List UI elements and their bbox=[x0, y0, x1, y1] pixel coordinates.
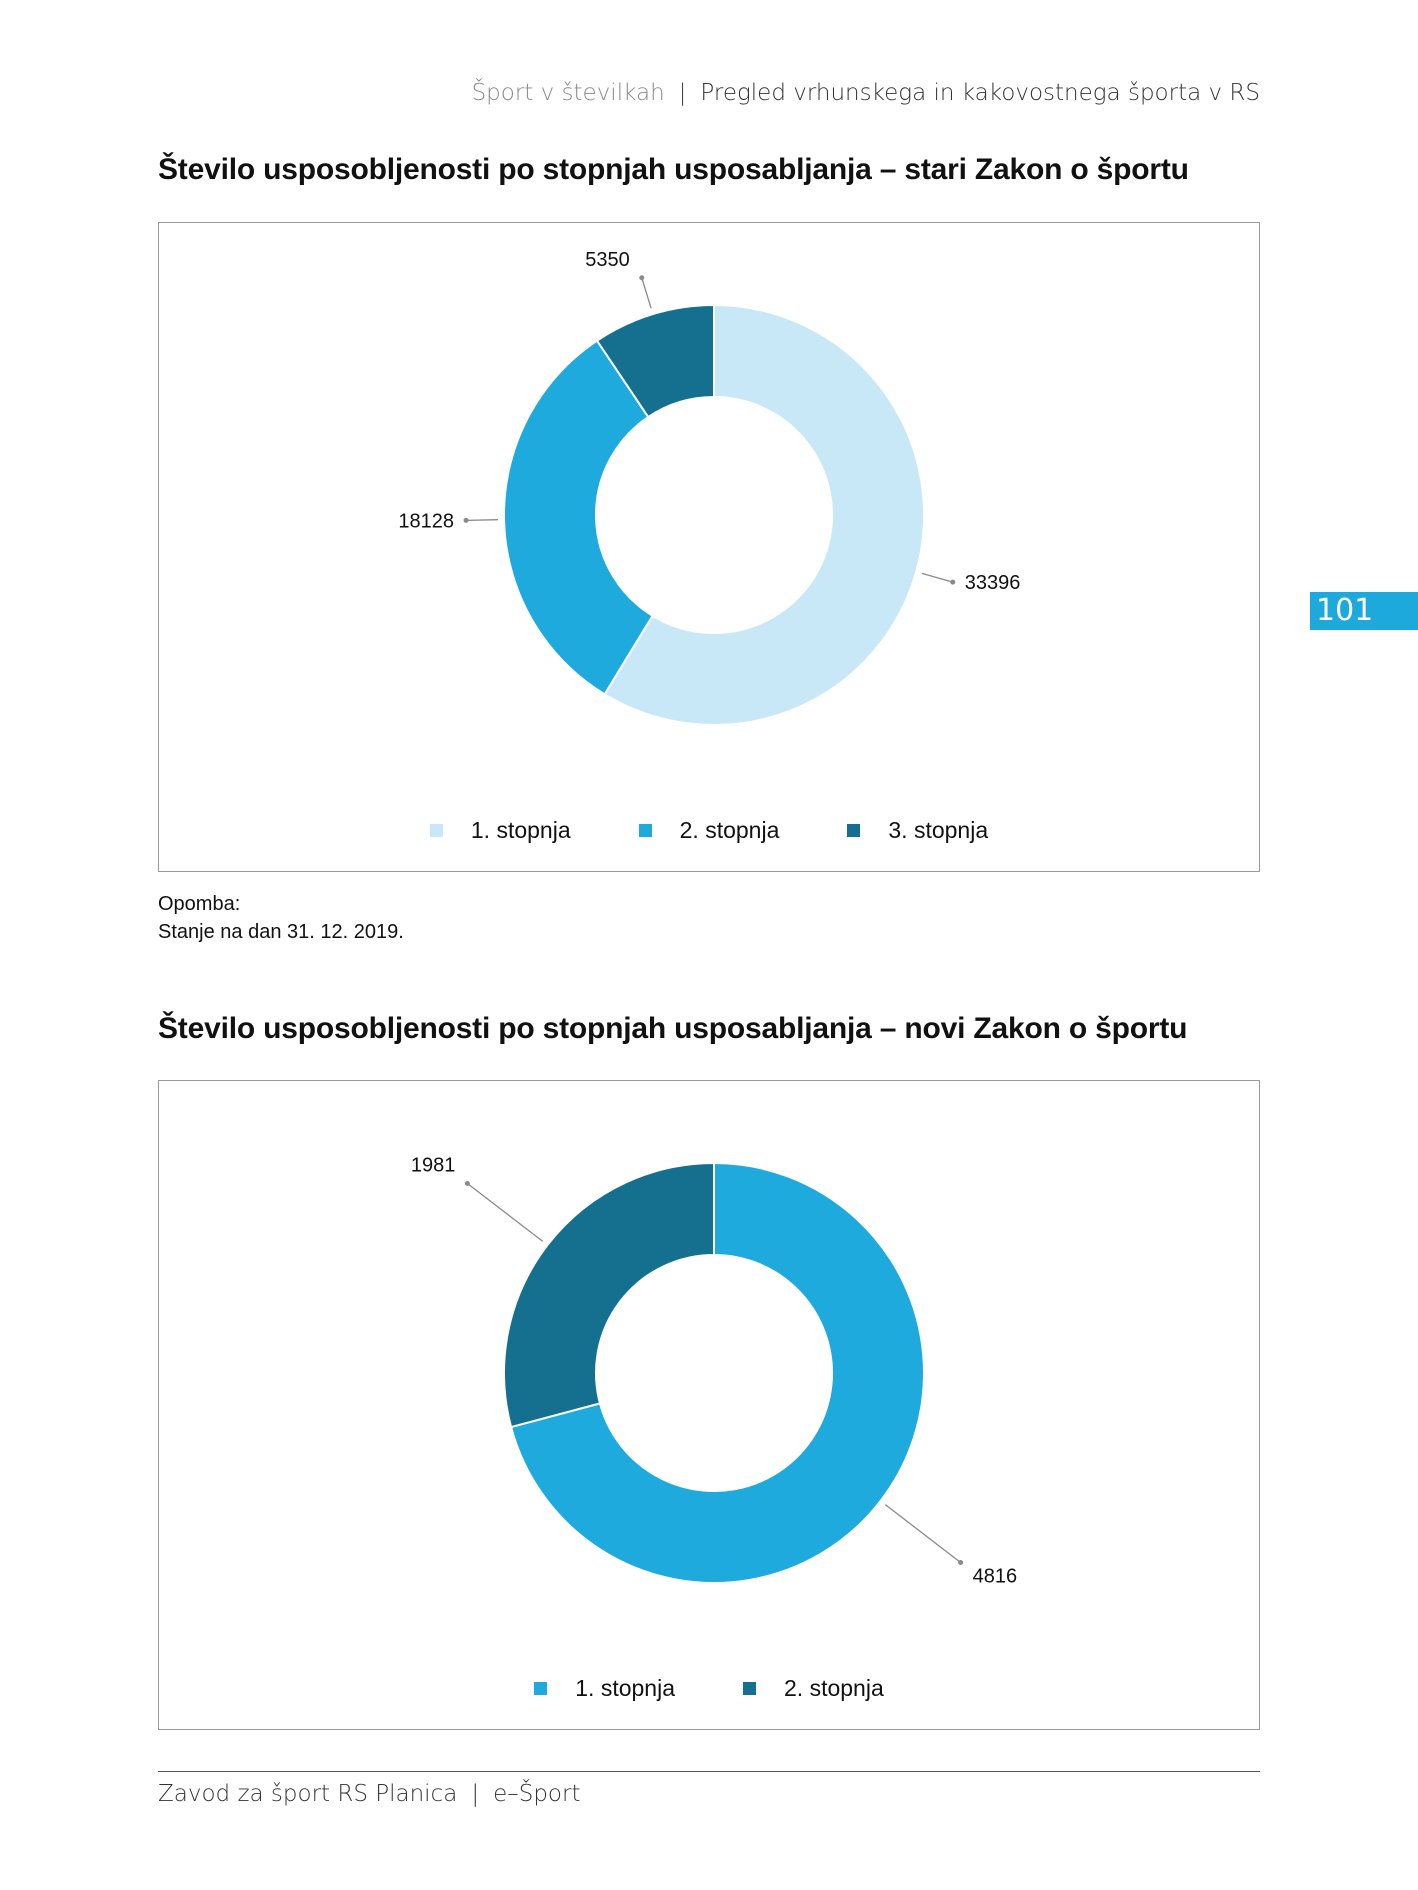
chart-1-value-label-3: 5350 bbox=[585, 249, 630, 271]
chart-1-leader-dot-2 bbox=[463, 517, 469, 523]
chart-1-leader-1 bbox=[921, 572, 953, 583]
legend-swatch bbox=[743, 1682, 756, 1695]
chart-1-leader-dot-3 bbox=[639, 275, 645, 281]
footer-divider bbox=[158, 1771, 1260, 1772]
chart-2-value-label-1: 4816 bbox=[973, 1565, 1018, 1587]
chart-1-legend-item-2: 2. stopnja bbox=[638, 817, 780, 844]
chart-1-legend: 1. stopnja 2. stopnja 3. stopnja bbox=[159, 817, 1259, 844]
legend-swatch bbox=[638, 824, 652, 837]
chart-1-value-label-2: 18128 bbox=[398, 510, 454, 532]
footer: Zavod za šport RS Planica | e–Šport bbox=[158, 1781, 580, 1807]
legend-label: 1. stopnja bbox=[575, 1675, 675, 1701]
legend-label: 2. stopnja bbox=[679, 817, 780, 843]
chart-1-svg: 33396 18128 5350 bbox=[398, 249, 1021, 726]
chart-1-leader-3 bbox=[641, 277, 652, 309]
chart-2-leader-dot-1 bbox=[958, 1559, 964, 1565]
chart-1-slice-1 bbox=[603, 303, 925, 726]
legend-swatch bbox=[534, 1682, 548, 1695]
chart-1-legend-item-1: 1. stopnja bbox=[429, 817, 571, 844]
chart-1-legend-item-3: 3. stopnja bbox=[847, 817, 988, 844]
note: Opomba: Stanje na dan 31. 12. 2019. bbox=[158, 890, 404, 946]
chart-1-title: Število usposobljenosti po stopnjah uspo… bbox=[158, 153, 1189, 186]
chart-2-title: Število usposobljenosti po stopnjah uspo… bbox=[158, 1012, 1188, 1045]
chart-2-value-label-2: 1981 bbox=[411, 1155, 456, 1177]
legend-swatch bbox=[847, 824, 861, 837]
chart-2-slice-1 bbox=[509, 1161, 925, 1584]
footer-separator: | bbox=[471, 1781, 480, 1807]
note-heading: Opomba: bbox=[158, 893, 241, 915]
chart-2-leader-dot-2 bbox=[464, 1181, 470, 1187]
header-separator: | bbox=[678, 80, 687, 106]
chart-2-legend-item-2: 2. stopnja bbox=[743, 1675, 884, 1702]
legend-label: 1. stopnja bbox=[470, 817, 571, 843]
chart-2-leader-1 bbox=[884, 1504, 962, 1564]
publication-name: Šport v številkah bbox=[471, 80, 665, 106]
legend-label: 3. stopnja bbox=[888, 817, 989, 843]
note-text: Stanje na dan 31. 12. 2019. bbox=[158, 921, 404, 943]
chart-2-slice-2 bbox=[503, 1161, 715, 1429]
chart-1-value-label-1: 33396 bbox=[965, 572, 1021, 594]
chart-1-slice-3 bbox=[595, 303, 715, 419]
legend-swatch bbox=[429, 824, 443, 837]
section-name: Pregled vrhunskega in kakovostnega šport… bbox=[700, 80, 1260, 106]
page-number: 101 bbox=[1310, 592, 1418, 630]
chart-1-container: 33396 18128 5350 1. stopnja 2. stopnja 3. st… bbox=[158, 222, 1260, 872]
footer-series: e–Šport bbox=[493, 1781, 581, 1807]
footer-organization: Zavod za šport RS Planica bbox=[158, 1781, 458, 1807]
chart-2-svg: 4816 1981 bbox=[411, 1155, 1018, 1588]
chart-2-legend-item-1: 1. stopnja bbox=[534, 1675, 675, 1702]
legend-label: 2. stopnja bbox=[784, 1675, 884, 1701]
chart-2-leader-2 bbox=[466, 1182, 544, 1242]
running-header: Šport v številkah | Pregled vrhunskega in … bbox=[472, 80, 1260, 106]
chart-1-slice-2 bbox=[503, 339, 654, 696]
chart-2-container: 4816 1981 1. stopnja 2. stopnja bbox=[158, 1080, 1260, 1730]
chart-1-leader-dot-1 bbox=[950, 579, 956, 585]
chart-2-legend: 1. stopnja 2. stopnja bbox=[159, 1675, 1259, 1702]
chart-1-leader-2 bbox=[466, 519, 499, 522]
